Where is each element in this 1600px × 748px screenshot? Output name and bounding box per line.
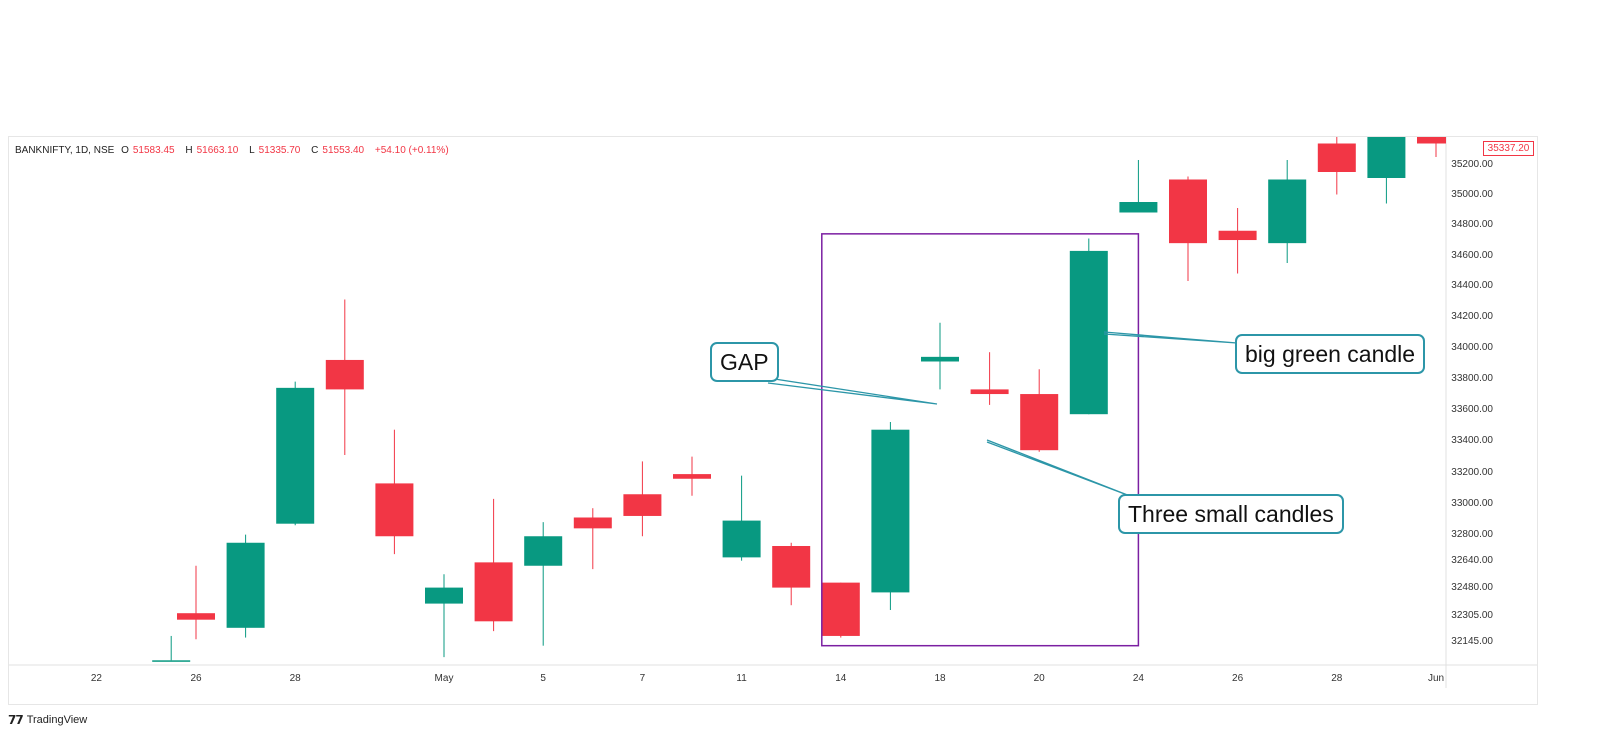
x-tick-label: Jun	[1428, 673, 1444, 684]
candle-body-up[interactable]	[152, 660, 191, 662]
symbol-header: BANKNIFTY, 1D, NSE O 51583.45 H 51663.10 L…	[15, 145, 453, 156]
candle-body-up[interactable]	[1119, 202, 1158, 213]
x-tick-label: 7	[640, 673, 646, 684]
x-tick-label: 28	[1331, 673, 1343, 684]
low-value: 51335.70	[258, 145, 301, 156]
y-tick-label: 32145.00	[1451, 636, 1493, 647]
x-tick-label: May	[435, 673, 454, 684]
tradingview-icon: 𝟳𝟳	[8, 713, 24, 727]
open-label: O	[121, 145, 129, 156]
open-value: 51583.45	[132, 145, 175, 156]
brand-name: TradingView	[26, 714, 88, 726]
candle-body-up[interactable]	[425, 587, 463, 604]
y-tick-label: 34400.00	[1451, 280, 1493, 291]
high-value: 51663.10	[196, 145, 239, 156]
candle-body-down[interactable]	[1417, 135, 1455, 144]
candle-body-down[interactable]	[1317, 143, 1356, 173]
y-tick-label: 33000.00	[1451, 498, 1493, 509]
y-tick-label: 33600.00	[1451, 404, 1493, 415]
y-tick-label: 32800.00	[1451, 529, 1493, 540]
three-small-candles-callout-pointer	[986, 439, 1131, 497]
candle-body-down[interactable]	[970, 389, 1009, 395]
candle-body-up[interactable]	[276, 387, 315, 524]
x-tick-label: 24	[1133, 673, 1145, 684]
chart-frame	[8, 136, 1538, 705]
candle-body-down[interactable]	[1020, 394, 1059, 451]
candle-body-down[interactable]	[474, 562, 513, 622]
candle-body-down[interactable]	[177, 613, 215, 620]
low-label: L	[249, 145, 255, 156]
y-tick-label: 34200.00	[1451, 311, 1493, 322]
x-tick-label: 18	[934, 673, 946, 684]
candle-body-down[interactable]	[673, 474, 711, 479]
y-tick-label: 35000.00	[1451, 189, 1493, 200]
current-price-tag: 35337.20	[1483, 141, 1534, 156]
x-tick-label: 26	[190, 673, 202, 684]
x-tick-label: 26	[1232, 673, 1244, 684]
y-tick-label: 34000.00	[1451, 342, 1493, 353]
y-tick-label: 32640.00	[1451, 555, 1493, 566]
candle-body-up[interactable]	[921, 356, 959, 362]
candle-body-down[interactable]	[375, 483, 414, 537]
candle-body-down[interactable]	[821, 582, 860, 636]
x-tick-label: 20	[1034, 673, 1046, 684]
candle-body-up[interactable]	[722, 520, 761, 558]
candle-body-up[interactable]	[871, 429, 910, 593]
y-tick-label: 32480.00	[1451, 582, 1493, 593]
gap-callout-pointer	[767, 377, 938, 405]
candle-body-up[interactable]	[1069, 250, 1108, 415]
change-value: +54.10 (+0.11%)	[374, 145, 449, 156]
y-tick-label: 34600.00	[1451, 250, 1493, 261]
symbol-name: BANKNIFTY, 1D, NSE	[15, 145, 115, 156]
x-tick-label: 11	[736, 673, 747, 684]
x-tick-label: 28	[290, 673, 302, 684]
candle-body-down[interactable]	[1218, 230, 1257, 241]
y-tick-label: 35200.00	[1451, 159, 1493, 170]
candle-body-up[interactable]	[1367, 135, 1406, 179]
candle-body-down[interactable]	[573, 517, 612, 529]
close-value: 51553.40	[322, 145, 365, 156]
candle-body-down[interactable]	[623, 494, 662, 516]
candle-body-down[interactable]	[325, 359, 364, 390]
big-green-candle-callout[interactable]: big green candle	[1235, 334, 1426, 374]
candle-body-up[interactable]	[1268, 179, 1307, 244]
x-tick-label: 22	[91, 673, 103, 684]
candle-body-down[interactable]	[1169, 179, 1207, 244]
y-tick-label: 33200.00	[1451, 467, 1493, 478]
high-label: H	[185, 145, 193, 156]
gap-callout[interactable]: GAP	[710, 342, 779, 382]
x-tick-label: 5	[540, 673, 546, 684]
highlight-box	[821, 233, 1140, 647]
y-tick-label: 33400.00	[1451, 435, 1493, 446]
candle-body-down[interactable]	[772, 546, 811, 588]
candles-group	[152, 135, 1455, 662]
close-label: C	[311, 145, 319, 156]
candle-body-up[interactable]	[524, 536, 563, 566]
big-green-candle-callout-pointer	[1103, 331, 1238, 344]
x-tick-label: 14	[835, 673, 847, 684]
y-tick-label: 32305.00	[1451, 610, 1493, 621]
three-small-candles-callout[interactable]: Three small candles	[1118, 494, 1344, 534]
tradingview-logo[interactable]: 𝟳𝟳 TradingView	[8, 713, 87, 727]
y-tick-label: 33800.00	[1451, 373, 1493, 384]
candle-body-up[interactable]	[226, 542, 265, 628]
y-tick-label: 34800.00	[1451, 219, 1493, 230]
